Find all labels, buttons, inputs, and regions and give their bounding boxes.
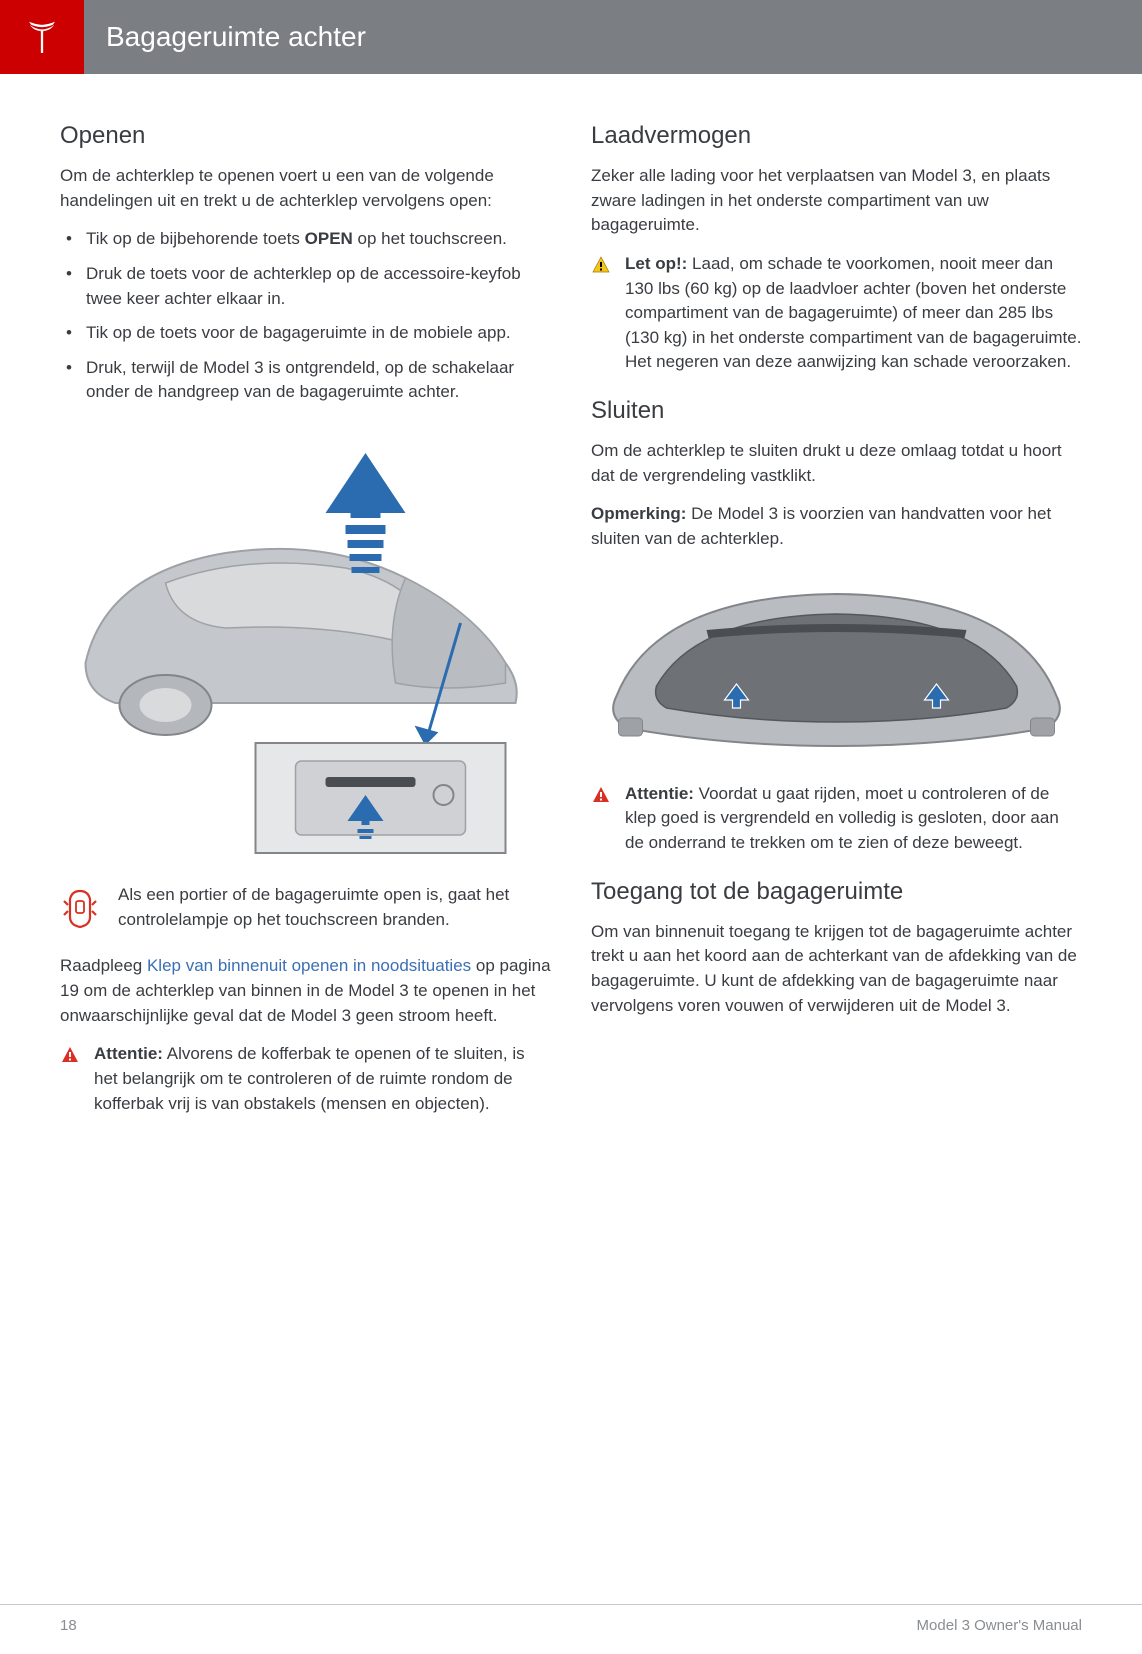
open-intro: Om de achterklep te openen voert u een v… bbox=[60, 164, 551, 213]
list-item: Tik op de toets voor de bagageruimte in … bbox=[86, 321, 551, 346]
cross-reference-link[interactable]: Klep van binnenuit openen in noodsituati… bbox=[147, 956, 471, 975]
heading-close: Sluiten bbox=[591, 397, 1082, 425]
warning-callout: Attentie: Alvorens de kofferbak te opene… bbox=[60, 1042, 551, 1116]
warning-icon bbox=[60, 1042, 82, 1116]
page-number: 18 bbox=[60, 1617, 77, 1634]
close-intro: Om de achterklep te sluiten drukt u deze… bbox=[591, 439, 1082, 488]
page-footer: 18 Model 3 Owner's Manual bbox=[0, 1604, 1142, 1634]
warning-text: Attentie: Voordat u gaat rijden, moet u … bbox=[625, 782, 1082, 856]
caution-callout: Let op!: Laad, om schade te voorkomen, n… bbox=[591, 252, 1082, 375]
right-column: Laadvermogen Zeker alle lading voor het … bbox=[591, 122, 1082, 1132]
heading-load: Laadvermogen bbox=[591, 122, 1082, 150]
list-item: Druk, terwijl de Model 3 is ontgrendeld,… bbox=[86, 356, 551, 405]
page-header: Bagageruimte achter bbox=[0, 0, 1142, 74]
close-note: Opmerking: De Model 3 is voorzien van ha… bbox=[591, 502, 1082, 551]
access-text: Om van binnenuit toegang te krijgen tot … bbox=[591, 920, 1082, 1019]
document-title: Model 3 Owner's Manual bbox=[917, 1617, 1082, 1634]
door-open-indicator-row: Als een portier of de bagageruimte open … bbox=[60, 883, 551, 932]
warning-callout: Attentie: Voordat u gaat rijden, moet u … bbox=[591, 782, 1082, 856]
tesla-logo-icon bbox=[23, 18, 61, 56]
warning-text: Attentie: Alvorens de kofferbak te opene… bbox=[94, 1042, 551, 1116]
heading-open: Openen bbox=[60, 122, 551, 150]
open-steps-list: Tik op de bijbehorende toets OPEN op het… bbox=[60, 227, 551, 405]
content-area: Openen Om de achterklep te openen voert … bbox=[0, 74, 1142, 1132]
brand-logo-box bbox=[0, 0, 84, 74]
warning-icon bbox=[591, 782, 613, 856]
trunk-open-illustration bbox=[60, 423, 551, 863]
trunk-lid-illustration bbox=[591, 566, 1082, 766]
list-item: Druk de toets voor de achterklep op de a… bbox=[86, 262, 551, 311]
caution-text: Let op!: Laad, om schade te voorkomen, n… bbox=[625, 252, 1082, 375]
left-column: Openen Om de achterklep te openen voert … bbox=[60, 122, 551, 1132]
caution-icon bbox=[591, 252, 613, 375]
door-open-indicator-icon bbox=[60, 883, 100, 932]
door-open-indicator-text: Als een portier of de bagageruimte open … bbox=[118, 883, 551, 932]
page-title: Bagageruimte achter bbox=[84, 0, 1142, 74]
load-intro: Zeker alle lading voor het verplaatsen v… bbox=[591, 164, 1082, 238]
heading-access: Toegang tot de bagageruimte bbox=[591, 878, 1082, 906]
reference-paragraph: Raadpleeg Klep van binnenuit openen in n… bbox=[60, 954, 551, 1028]
list-item: Tik op de bijbehorende toets OPEN op het… bbox=[86, 227, 551, 252]
